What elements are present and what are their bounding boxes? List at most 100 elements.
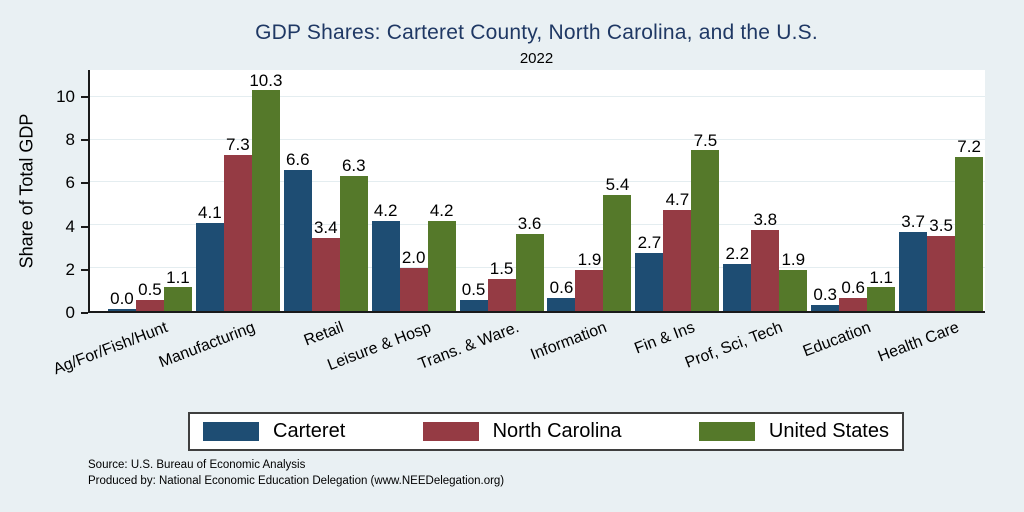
bar-value-label: 3.5 [929, 216, 953, 236]
legend: Carteret North Carolina United States [188, 412, 904, 451]
bar: 1.9 [575, 251, 604, 311]
bar: 2.2 [723, 245, 752, 311]
legend-swatch-icon [422, 422, 479, 441]
y-tick-mark [81, 225, 88, 228]
x-tick-label: Manufacturing [157, 319, 258, 372]
bar: 3.7 [899, 213, 928, 311]
bar: 3.4 [311, 219, 340, 311]
y-tick-label: 6 [65, 173, 75, 193]
x-tick-label: Trans. & Ware. [416, 319, 522, 373]
bar: 2.0 [399, 249, 428, 311]
bar-value-label: 3.7 [901, 211, 925, 231]
bar-value-label: 5.4 [605, 175, 630, 195]
x-tick-label: Retail [301, 319, 346, 350]
bar-value-label: 3.4 [313, 218, 338, 238]
bar-value-label: 0.5 [461, 280, 486, 300]
legend-item: Carteret [203, 420, 345, 443]
chart-subtitle: 2022 [519, 50, 554, 67]
y-tick-label: 2 [65, 259, 75, 279]
bar-value-label: 7.3 [226, 134, 250, 154]
bar-group: 0.6 1.9 5.4 Information [529, 70, 634, 364]
y-tick-mark [81, 312, 88, 314]
bar: 6.6 [283, 150, 312, 311]
produced-by-note: Produced by: National Economic Education… [88, 474, 505, 487]
bar: 5.4 [603, 176, 632, 311]
bar: 0.5 [135, 281, 164, 311]
y-tick-mark [81, 268, 88, 271]
bar: 0.5 [459, 281, 488, 311]
bar-value-label: 2.0 [401, 248, 426, 268]
gridline [90, 224, 985, 226]
bar-value-label: 2.2 [725, 244, 750, 264]
bar: 0.6 [547, 279, 576, 311]
gridline [90, 95, 985, 97]
bar-groups: 0.0 0.5 1.1 Ag/For/Fish/Hunt 4.1 7.3 10.3 Manuf… [51, 70, 985, 378]
y-tick-label: 0 [65, 303, 75, 322]
bar: 1.5 [487, 260, 516, 311]
x-tick-label: Prof, Sci, Tech [683, 319, 786, 372]
bar-group: 2.7 4.7 7.5 Fin & Ins [632, 70, 721, 357]
y-tick-mark [81, 139, 88, 142]
x-tick-label: Ag/For/Fish/Hunt [51, 319, 171, 379]
y-tick-mark [81, 182, 88, 185]
bar: 6.3 [339, 157, 368, 311]
y-tick-label: 4 [65, 216, 75, 236]
bar-value-label: 6.3 [341, 156, 366, 176]
gridline [90, 138, 985, 140]
legend-item: United States [698, 420, 889, 443]
bar-value-label: 1.1 [166, 267, 190, 287]
bar: 4.7 [663, 191, 692, 311]
source-note: Source: U.S. Bureau of Economic Analysis [88, 459, 306, 471]
bar-value-label: 4.2 [429, 201, 454, 221]
bar: 0.3 [811, 285, 840, 311]
bar: 3.8 [751, 210, 780, 311]
bar: 1.1 [867, 268, 896, 311]
bar: 4.2 [371, 202, 400, 311]
bar-value-label: 6.6 [285, 149, 310, 169]
y-axis-title: Share of Total GDP [16, 113, 37, 269]
y-tick-label: 8 [65, 130, 75, 150]
legend-swatch-icon [698, 422, 755, 441]
plot-region: 0.0 0.5 1.1 Ag/For/Fish/Hunt 4.1 7.3 10.3 Manuf… [51, 70, 985, 378]
bar-value-label: 3.8 [753, 209, 778, 229]
bar: 7.2 [955, 138, 984, 311]
bar-value-label: 0.3 [813, 284, 838, 304]
bar-group: 0.3 0.6 1.1 Education [801, 70, 897, 360]
bar-group: 4.1 7.3 10.3 Manufacturing [157, 70, 283, 371]
bar-value-label: 0.5 [138, 280, 162, 300]
bar-value-label: 0.6 [841, 278, 866, 298]
bar: 0.0 [107, 290, 136, 311]
bar-group: 6.6 3.4 6.3 Retail [282, 70, 370, 350]
bar-value-label: 3.6 [517, 214, 542, 234]
bar-value-label: 10.3 [249, 70, 283, 90]
bar-value-label: 4.2 [373, 201, 398, 221]
legend-label: North Carolina [492, 420, 622, 442]
bar-value-label: 1.9 [781, 250, 806, 270]
legend-label: United States [768, 420, 889, 442]
bar-value-label: 7.5 [693, 130, 718, 150]
x-tick-label: Education [800, 319, 874, 361]
bar-group: 2.2 3.8 1.9 Prof, Sci, Tech [683, 70, 809, 372]
x-tick-label: Health Care [875, 319, 962, 366]
bar: 1.1 [163, 268, 192, 311]
bar-value-label: 7.2 [957, 136, 981, 156]
bar: 3.6 [515, 215, 544, 311]
bar-value-label: 4.7 [665, 190, 690, 210]
footer-notes: Source: U.S. Bureau of Economic Analysis… [88, 458, 504, 489]
bar: 2.7 [635, 234, 664, 311]
bar-group: 0.5 1.5 3.6 Trans. & Ware. [416, 70, 546, 373]
gridline [90, 181, 985, 183]
bar-value-label: 1.9 [577, 250, 602, 270]
bar: 1.9 [779, 251, 808, 311]
y-tick-label: 10 [56, 87, 75, 106]
plot-canvas: 0.0 0.5 1.1 Ag/For/Fish/Hunt 4.1 7.3 10.3 Manuf… [51, 70, 985, 378]
bar-value-label: 0.6 [549, 278, 574, 298]
y-tick-mark [81, 96, 88, 98]
bar-group: 0.0 0.5 1.1 Ag/For/Fish/Hunt [51, 70, 194, 378]
bar-value-label: 1.5 [489, 259, 514, 279]
bar: 0.6 [839, 279, 868, 311]
bar: 7.5 [691, 131, 720, 311]
bar: 4.1 [195, 204, 224, 311]
bar-value-label: 4.1 [198, 203, 222, 223]
